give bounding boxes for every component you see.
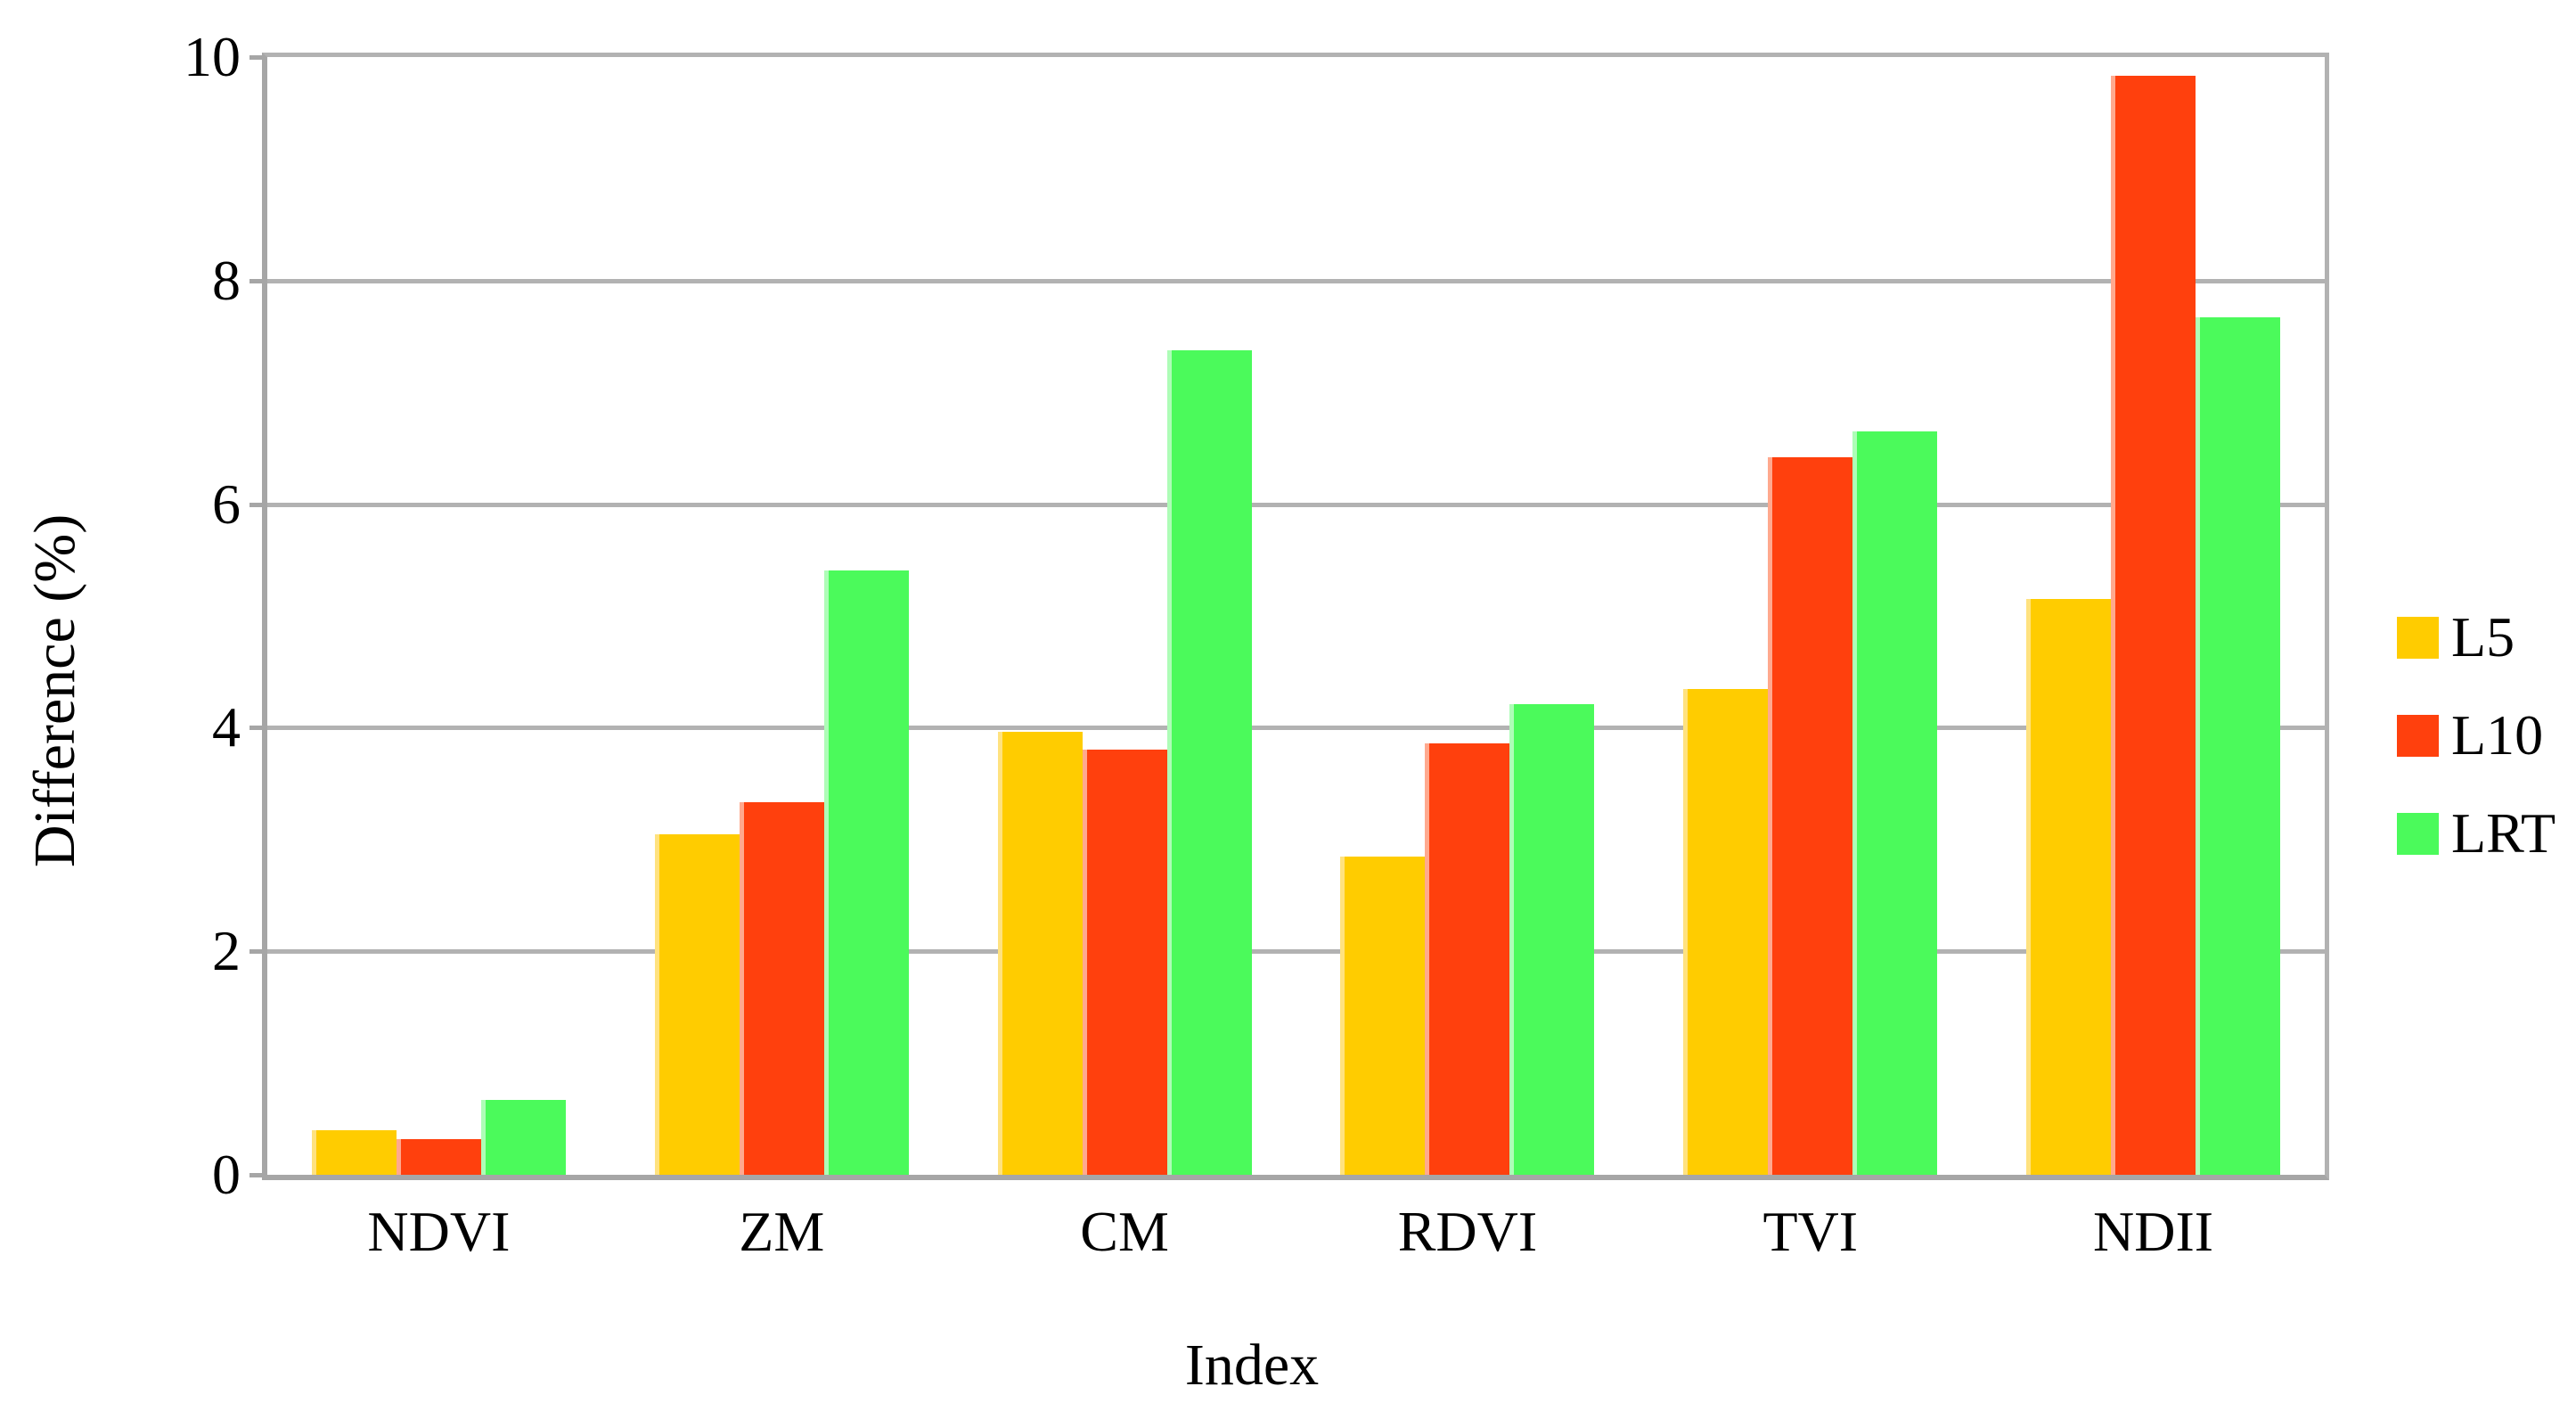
y-tick-label-2: 2	[212, 919, 241, 983]
bar-ZM-L5	[654, 834, 740, 1175]
legend-label-L5: L5	[2451, 605, 2515, 669]
y-gridline-2	[267, 949, 2325, 955]
category-label-TVI: TVI	[1762, 1200, 1859, 1263]
x-axis-title: Index	[1184, 1333, 1320, 1398]
bar-RDVI-L10	[1425, 743, 1510, 1175]
y-tick-8	[249, 278, 262, 283]
bar-NDVI-L5	[311, 1130, 397, 1175]
y-gridline-8	[267, 278, 2325, 283]
category-label-ZM: ZM	[739, 1200, 825, 1263]
y-tick-label-10: 10	[184, 25, 241, 88]
category-label-RDVI: RDVI	[1397, 1200, 1538, 1263]
bar-TVI-L5	[1683, 689, 1769, 1175]
y-gridline-6	[267, 502, 2325, 507]
bar-NDVI-L10	[396, 1139, 481, 1175]
legend: L5 L10 LRT	[2397, 608, 2556, 902]
bar-CM-L10	[1082, 750, 1167, 1175]
bar-NDII-L10	[2111, 76, 2196, 1175]
bar-NDVI-LRT	[480, 1100, 566, 1175]
bar-TVI-LRT	[1852, 431, 1938, 1175]
legend-swatch-L5	[2397, 616, 2439, 659]
category-label-NDII: NDII	[2093, 1200, 2214, 1263]
y-tick-label-6: 6	[212, 472, 241, 536]
category-label-NDVI: NDVI	[367, 1200, 511, 1263]
legend-row-L5: L5	[2397, 608, 2556, 667]
bar-NDII-LRT	[2196, 317, 2281, 1175]
y-tick-10	[249, 55, 262, 60]
category-label-CM: CM	[1080, 1200, 1169, 1263]
legend-label-LRT: LRT	[2451, 801, 2556, 865]
y-tick-label-8: 8	[212, 248, 241, 312]
y-axis-title: Difference (%)	[22, 513, 87, 868]
bar-ZM-LRT	[823, 570, 909, 1175]
bar-CM-L5	[997, 732, 1083, 1175]
bar-RDVI-LRT	[1509, 704, 1595, 1175]
legend-row-LRT: LRT	[2397, 804, 2556, 863]
bar-ZM-L10	[739, 802, 824, 1175]
y-tick-label-4: 4	[212, 695, 241, 759]
legend-swatch-LRT	[2397, 812, 2439, 855]
bar-RDVI-L5	[1340, 857, 1426, 1175]
y-tick-4	[249, 726, 262, 731]
y-tick-2	[249, 949, 262, 955]
legend-swatch-L10	[2397, 714, 2439, 757]
legend-label-L10: L10	[2451, 703, 2544, 767]
y-tick-label-0: 0	[212, 1143, 241, 1206]
y-tick-0	[249, 1173, 262, 1177]
bar-NDII-L5	[2026, 599, 2112, 1175]
legend-row-L10: L10	[2397, 706, 2556, 765]
bar-TVI-L10	[1768, 457, 1853, 1175]
plot-area	[262, 53, 2329, 1180]
y-tick-6	[249, 502, 262, 507]
y-gridline-4	[267, 726, 2325, 731]
bar-CM-LRT	[1166, 350, 1252, 1175]
